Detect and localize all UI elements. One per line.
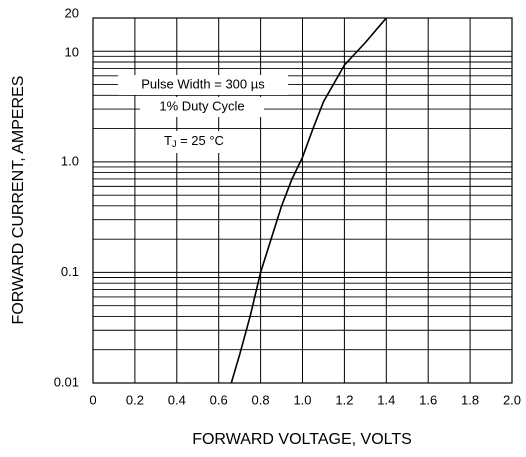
temp-sub: J xyxy=(172,139,177,149)
y-tick-label: 0.01 xyxy=(54,374,79,389)
y-tick-label: 10 xyxy=(65,45,79,60)
x-tick-label: 0 xyxy=(89,392,96,407)
annotation-box xyxy=(118,75,288,95)
grid xyxy=(92,17,513,384)
annotation: Pulse Width = 300 µs xyxy=(141,76,265,91)
y-tick-label: 20 xyxy=(65,5,79,20)
x-tick-label: 0.2 xyxy=(126,392,144,407)
y-tick-label: 0.1 xyxy=(61,264,79,279)
annotation: 1% Duty Cycle xyxy=(159,98,244,113)
temp-main: T xyxy=(164,133,172,148)
x-tick-label: 0.6 xyxy=(210,392,228,407)
y-tick-label: 1.0 xyxy=(61,153,79,168)
x-tick-label: 1.0 xyxy=(293,392,311,407)
temperature-note: TJ = 25 °C xyxy=(164,133,224,149)
temp-rest: = 25 °C xyxy=(176,133,223,148)
plot-frame xyxy=(92,17,513,384)
x-tick-label: 2.0 xyxy=(503,392,521,407)
x-tick-label: 0.4 xyxy=(168,392,186,407)
x-tick-label: 0.8 xyxy=(252,392,270,407)
annotation-box xyxy=(155,131,255,153)
x-tick-label: 1.6 xyxy=(419,392,437,407)
x-tick-label: 1.2 xyxy=(335,392,353,407)
x-axis-label: FORWARD VOLTAGE, VOLTS xyxy=(192,431,412,448)
x-tick-label: 1.8 xyxy=(461,392,479,407)
x-tick-label: 1.4 xyxy=(377,392,395,407)
y-axis-label: FORWARD CURRENT, AMPERES xyxy=(10,76,27,325)
curve xyxy=(230,17,387,384)
annotation-box xyxy=(140,97,264,117)
